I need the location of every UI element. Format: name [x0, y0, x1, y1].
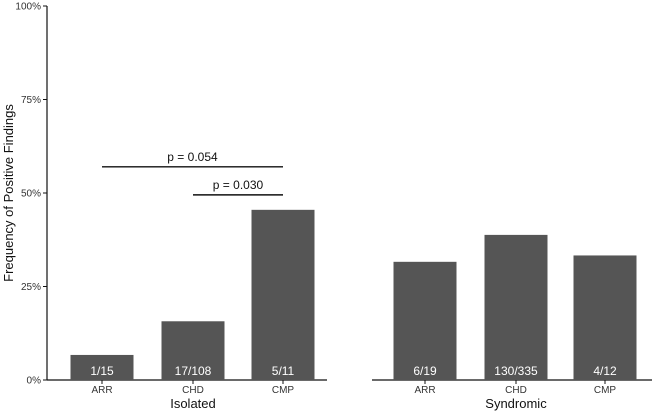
bar [573, 255, 637, 380]
p-value-label: p = 0.054 [167, 150, 218, 164]
x-tick-label: CHD [182, 385, 204, 396]
x-tick-label: CMP [272, 385, 295, 396]
p-value-label: p = 0.030 [213, 178, 264, 192]
bar-label: 17/108 [175, 364, 212, 378]
x-tick-label: CMP [594, 385, 617, 396]
bar [161, 321, 225, 380]
y-axis-title: Frequency of Positive Findings [1, 104, 16, 282]
y-tick-label: 25% [21, 282, 41, 293]
bar [251, 209, 315, 380]
bar-label: 6/19 [413, 364, 437, 378]
bar [70, 354, 134, 380]
y-tick-label: 75% [21, 95, 41, 106]
x-tick-label: CHD [505, 385, 527, 396]
plot-area: 0% 25% 50% 75% 100% 1/15 ARR 17/108 CHD 5/11 CMP Is… [15, 2, 652, 411]
y-tick-label: 0% [27, 376, 42, 387]
x-tick-label: ARR [414, 385, 435, 396]
panel-label: Syndromic [485, 396, 547, 411]
bar-label: 5/11 [272, 364, 295, 378]
y-tick-label: 100% [15, 2, 41, 13]
bar-label: 1/15 [90, 364, 114, 378]
bar [484, 234, 548, 380]
y-tick-label: 50% [21, 189, 41, 200]
panel-label: Isolated [170, 396, 216, 411]
bar-label: 4/12 [593, 364, 617, 378]
x-tick-label: ARR [91, 385, 112, 396]
bar [393, 261, 457, 380]
bar-label: 130/335 [494, 364, 538, 378]
